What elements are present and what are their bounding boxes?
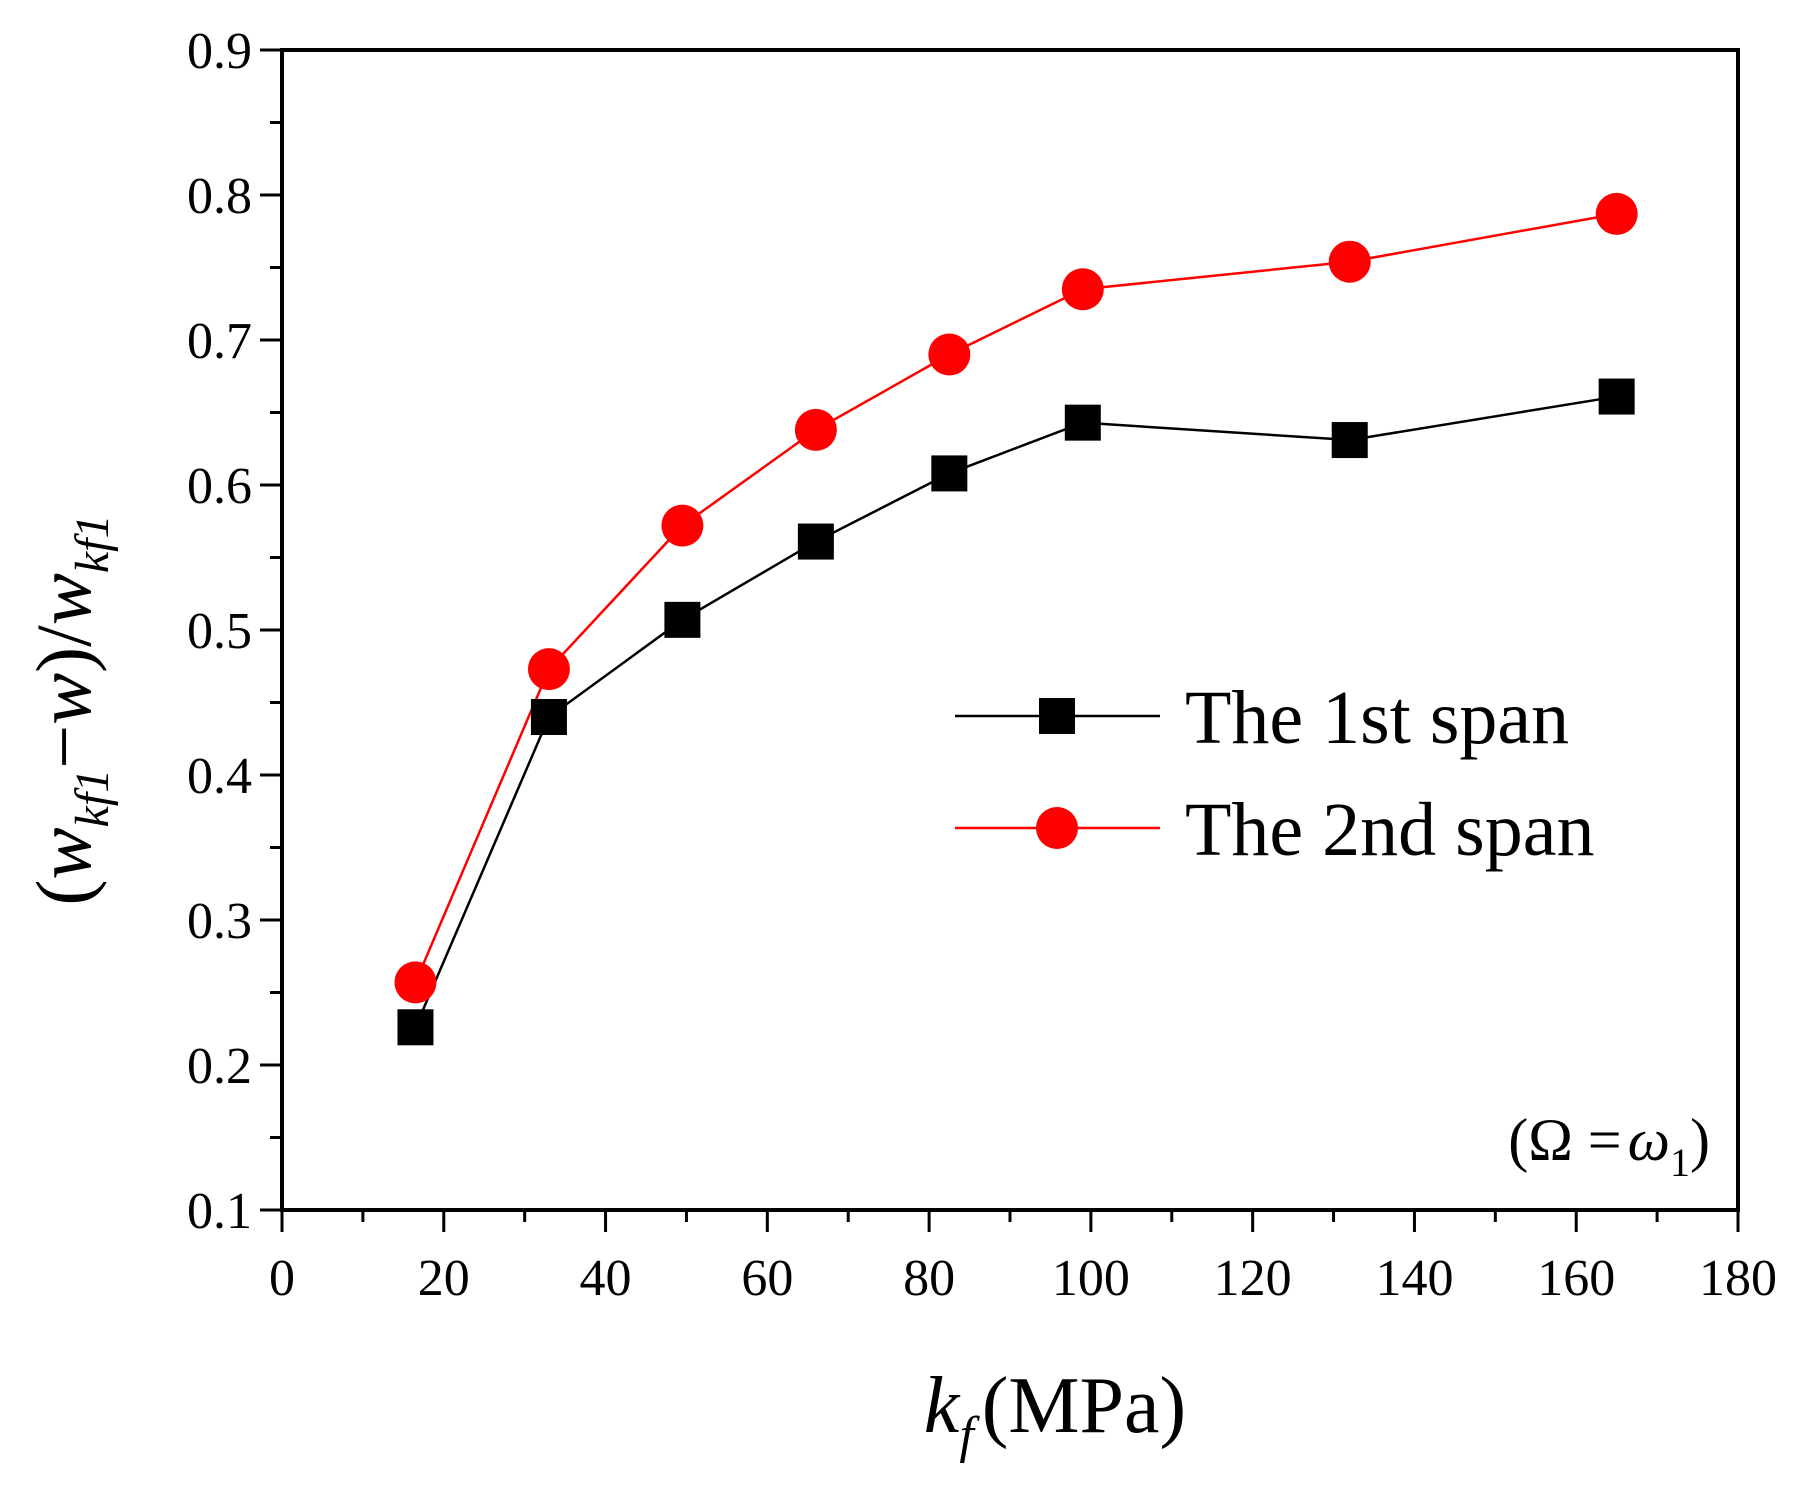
data-point-series-1 xyxy=(530,699,567,735)
y-tick-label: 0.4 xyxy=(187,748,252,805)
y-tick-label: 0.1 xyxy=(187,1183,252,1240)
data-point-series-1 xyxy=(664,601,701,638)
data-point-series-2 xyxy=(1328,240,1371,283)
y-axis-title: (wkf1−w)/wkf1 xyxy=(20,514,119,905)
axes: 0 20 40 60 80 100 120 140 160 180 0.1 0.2 0.3 0.4 0.5 0… xyxy=(187,23,1777,1307)
y-tick-label: 0.7 xyxy=(187,313,252,370)
y-tick-label: 0.2 xyxy=(187,1038,252,1095)
data-point-series-2 xyxy=(394,961,437,1004)
x-tick-label: 80 xyxy=(903,1250,955,1307)
x-tick-label: 40 xyxy=(580,1250,632,1307)
data-point-series-1 xyxy=(931,455,968,492)
legend-marker-2nd xyxy=(1036,807,1078,849)
x-tick-label: 0 xyxy=(269,1250,295,1307)
x-tick-label: 140 xyxy=(1375,1250,1453,1307)
x-axis-title: kf (MPa) xyxy=(924,1362,1186,1464)
data-point-series-2 xyxy=(1595,192,1638,235)
y-tick-label: 0.8 xyxy=(187,168,252,225)
data-point-series-2 xyxy=(928,333,971,376)
data-point-series-2 xyxy=(527,648,570,691)
y-tick-label: 0.6 xyxy=(187,458,252,515)
legend-marker-1st xyxy=(1039,698,1075,734)
x-tick-label: 20 xyxy=(418,1250,470,1307)
series-line-2 xyxy=(414,212,1617,983)
series-line-1 xyxy=(414,395,1617,1028)
legend-label-1st: The 1st span xyxy=(1185,676,1569,760)
data-point-series-1 xyxy=(797,523,834,560)
x-tick-label: 60 xyxy=(741,1250,793,1307)
legend: The 1st span The 2nd span xyxy=(955,676,1594,872)
legend-entry-1st-span: The 1st span xyxy=(955,676,1569,760)
data-point-series-2 xyxy=(1061,268,1104,311)
series-markers xyxy=(394,192,1638,1046)
series-lines xyxy=(414,212,1617,1028)
data-point-series-1 xyxy=(397,1009,434,1046)
legend-entry-2nd-span: The 2nd span xyxy=(955,788,1594,872)
data-point-series-1 xyxy=(1331,422,1368,459)
x-tick-label: 160 xyxy=(1537,1250,1615,1307)
data-point-series-1 xyxy=(1064,404,1101,441)
data-point-series-2 xyxy=(661,504,704,547)
data-point-series-1 xyxy=(1598,378,1635,415)
data-point-series-2 xyxy=(794,408,837,451)
x-tick-label: 100 xyxy=(1052,1250,1130,1307)
condition-annotation: (Ω = ω1) xyxy=(1508,1107,1710,1185)
y-tick-label: 0.3 xyxy=(187,893,252,950)
y-tick-label: 0.9 xyxy=(187,23,252,80)
x-tick-label: 180 xyxy=(1699,1250,1777,1307)
x-tick-label: 120 xyxy=(1214,1250,1292,1307)
y-tick-label: 0.5 xyxy=(187,603,252,660)
plot-frame xyxy=(280,48,1740,1212)
legend-label-2nd: The 2nd span xyxy=(1185,788,1594,872)
